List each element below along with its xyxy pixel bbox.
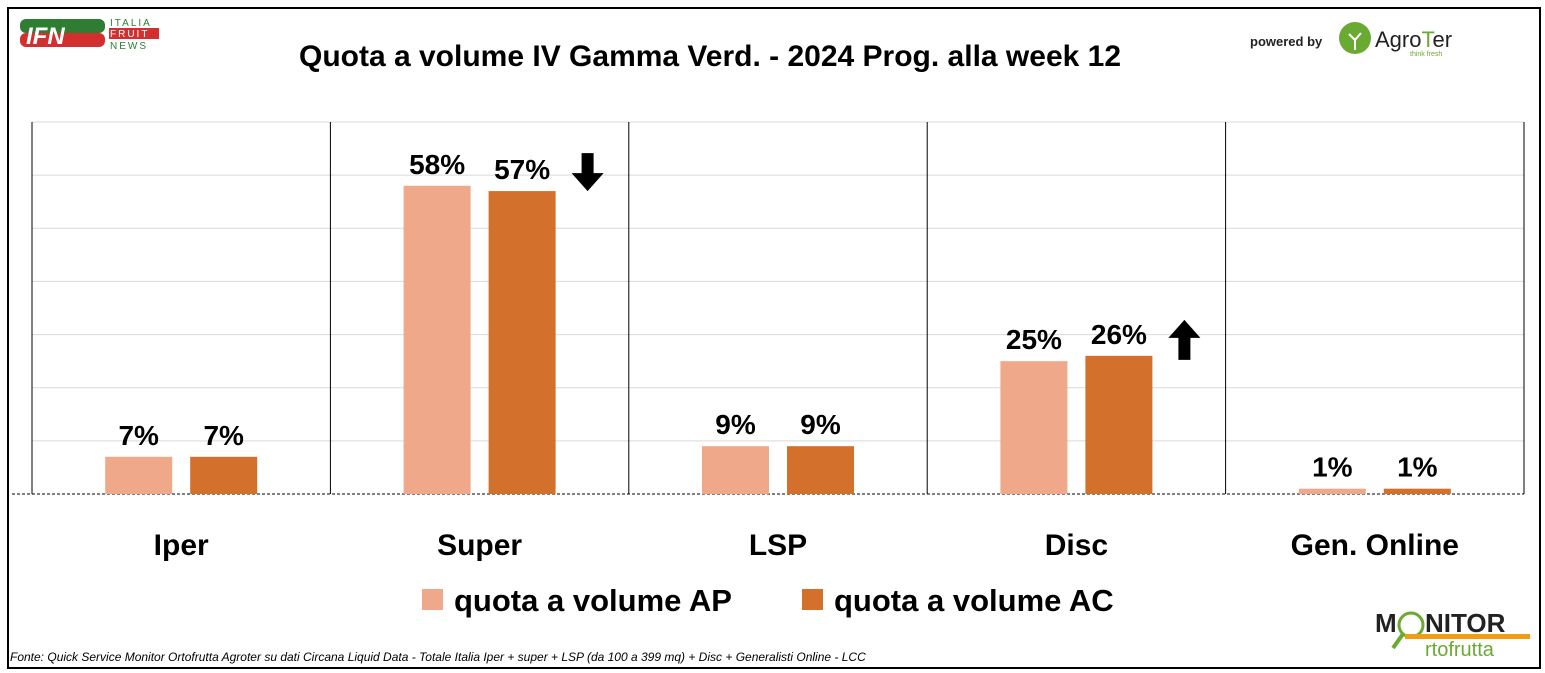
svg-text:NEWS: NEWS (110, 41, 148, 51)
svg-text:AgroTer: AgroTer (1375, 27, 1452, 52)
category-label: Iper (154, 529, 209, 562)
svg-text:M: M (1375, 608, 1397, 638)
svg-text:NITOR: NITOR (1425, 608, 1506, 638)
svg-text:think fresh: think fresh (1410, 51, 1442, 58)
arrow-up-icon (1168, 319, 1201, 360)
bar-ac (190, 456, 258, 494)
bar-ac (1383, 488, 1451, 494)
data-label: 26% (1091, 319, 1147, 350)
bar-ac (787, 446, 854, 494)
category-label: LSP (749, 529, 807, 562)
legend-swatch-ap (422, 589, 443, 610)
data-label: 9% (715, 409, 756, 440)
svg-text:rtofrutta: rtofrutta (1425, 639, 1495, 660)
data-label: 25% (1006, 324, 1062, 355)
data-label: 7% (118, 420, 159, 451)
category-label: Gen. Online (1291, 529, 1459, 562)
powered-by-label: powered by (1250, 34, 1323, 49)
legend-label: quota a volume AC (834, 583, 1114, 618)
agroter-logo: AgroTer think fresh (1338, 20, 1463, 65)
bar-chart: 7% 7% Iper 58% 57% Super 9% 9% LSP 25% 26% Disc 1% 1%… (12, 121, 1525, 618)
bar-ap (403, 185, 471, 494)
svg-text:ITALIA: ITALIA (110, 18, 152, 29)
bar-ap (105, 456, 173, 494)
category-label: Disc (1045, 529, 1108, 562)
legend-swatch-ac (802, 589, 823, 610)
data-label: 1% (1312, 452, 1353, 483)
bar-ap (702, 446, 769, 494)
chart-frame (7, 7, 1541, 669)
category-label: Super (437, 529, 522, 562)
source-note: Fonte: Quick Service Monitor Ortofrutta … (10, 650, 866, 664)
bar-ap (1000, 361, 1068, 494)
ifn-logo: IFN ITALIA FRUIT NEWS (20, 15, 165, 56)
bar-ac (488, 191, 556, 495)
chart-title: Quota a volume IV Gamma Verd. - 2024 Pro… (298, 40, 1122, 73)
arrow-down-icon (571, 153, 604, 192)
svg-text:FRUIT: FRUIT (110, 29, 149, 40)
bar-ac (1085, 355, 1153, 494)
legend-label: quota a volume AP (454, 583, 732, 618)
bar-ap (1298, 488, 1366, 494)
data-label: 57% (494, 154, 550, 185)
monitor-ortofrutta-logo: M NITOR rtofrutta (1375, 608, 1535, 665)
data-label: 7% (203, 420, 244, 451)
data-label: 9% (800, 409, 841, 440)
data-label: 58% (409, 149, 465, 180)
data-label: 1% (1397, 452, 1438, 483)
svg-text:IFN: IFN (26, 23, 65, 50)
